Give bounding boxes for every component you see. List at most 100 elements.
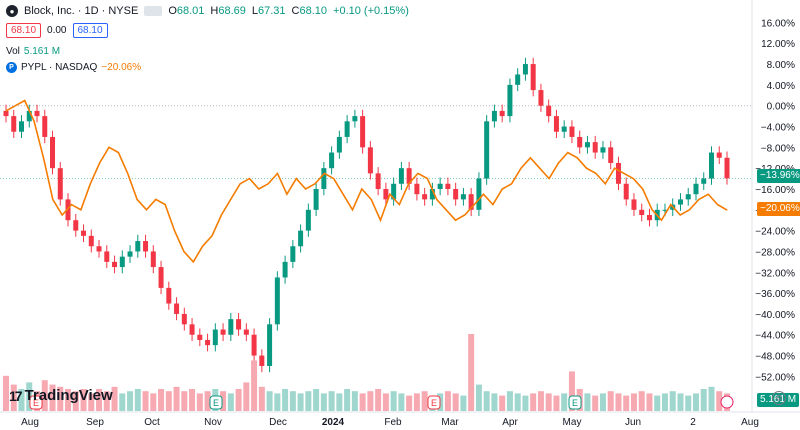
y-tick-label: −44.00% [755,331,795,342]
x-tick-label: Jun [625,417,641,428]
pypl-point [698,198,700,200]
y-tick-label: −32.00% [755,268,795,279]
x-tick-label: 2 [690,417,696,428]
earnings-marker-label: E [572,398,578,408]
x-tick-label: Oct [144,417,160,428]
volume-bar [716,391,723,411]
pypl-point [389,193,391,195]
x-tick-label: 2024 [322,417,345,428]
volume-bar [460,395,467,411]
pypl-point [632,178,634,179]
y-tick-label: 8.00% [767,60,795,71]
volume-bar [623,395,630,411]
volume-bar [266,391,273,411]
chart-settings-icon[interactable]: ⚙ [772,391,786,405]
y-tick-label: −40.00% [755,310,795,321]
compare-legend[interactable]: P PYPL · NASDAQ −20.06% [6,62,141,73]
volume-bar [491,393,498,411]
volume-bar [282,389,289,411]
candle-body [290,246,296,262]
ohlc-low: L67.31 [251,5,286,17]
candle-body [329,152,335,169]
volume-bar [568,371,575,411]
volume-bar [630,393,637,411]
volume-bar [685,395,692,411]
candle-body [26,110,32,122]
volume-bar [351,391,358,411]
volume-bar [96,389,103,411]
dividend-marker-icon [720,395,734,409]
pypl-point [398,204,400,206]
pypl-point [136,198,138,200]
volume-bar [475,384,482,411]
volume-bar [150,393,157,411]
volume-bar [654,395,661,411]
volume-bar [26,382,33,411]
pypl-point [342,193,344,195]
volume-bar [305,391,312,411]
pypl-point [61,214,63,216]
pypl-point [726,209,728,211]
symbol-options-icon[interactable] [144,6,163,16]
candle-body [360,116,366,148]
volume-legend[interactable]: Vol 5.161 M [6,46,60,57]
earnings-marker [427,395,441,410]
candle-body [119,256,125,268]
tradingview-logo[interactable]: 17 TradingView [9,387,113,404]
volume-bar [181,391,188,411]
candle-body [623,183,629,200]
pypl-point [155,198,157,200]
volume-bar [615,393,622,411]
volume-bar [700,389,707,411]
pypl-point [43,157,44,159]
candle-body [615,162,621,184]
volume-bar [189,389,196,411]
candle-body [561,126,567,132]
pypl-point [520,167,522,169]
y-tick-label: −48.00% [755,352,795,363]
volume-bar [227,393,234,411]
pypl-point [370,198,372,200]
volume-bar [344,389,351,411]
volume-bar [367,391,374,411]
tradingview-logo-icon: 17 [9,387,23,404]
pypl-point [529,157,531,159]
pypl-point [483,193,484,195]
pypl-point [202,245,204,247]
candle-body [34,110,40,117]
bid-ask-row: 68.10 0.00 68.10 [6,23,108,38]
candle-body [259,355,265,366]
volume-bar [359,393,366,411]
volume-bar [220,391,227,411]
volume-bar [313,389,320,411]
volume-bar [243,382,250,411]
volume-bar [483,391,490,411]
x-tick-label: Dec [269,417,287,428]
pypl-point [183,251,185,252]
candle-body [112,261,118,268]
volume-bar [661,393,668,411]
candle-body [693,183,699,195]
buy-price-button[interactable]: 68.10 [72,23,108,38]
candle-body [135,241,141,252]
pypl-point [380,219,381,221]
pypl-point [445,209,447,211]
volume-bar [88,393,95,411]
pypl-point [361,188,363,190]
volume-bar [514,393,521,411]
candle-body [460,194,466,200]
candle-body [600,147,606,153]
pypl-point [258,188,260,190]
earnings-marker [209,395,223,410]
pypl-point [595,172,597,174]
symbol-title[interactable]: Block, Inc. · 1D · NYSE [24,5,139,17]
volume-bar [599,393,606,411]
block-logo-icon: ● [6,5,18,17]
y-tick-label: −4.00% [761,123,795,134]
volume-label: Vol [6,46,20,57]
pypl-point [295,178,297,179]
pypl-price-tag: −20.06% [757,202,800,216]
candle-body [282,261,288,278]
candle-body [127,251,133,257]
sell-price-button[interactable]: 68.10 [6,23,42,38]
